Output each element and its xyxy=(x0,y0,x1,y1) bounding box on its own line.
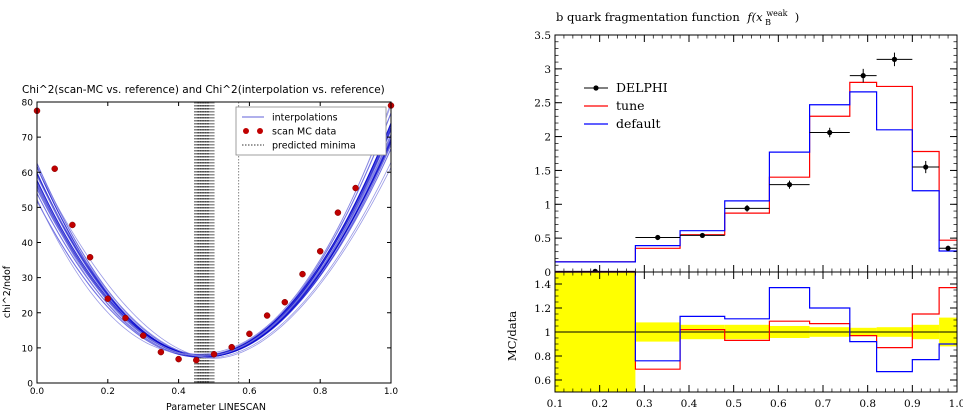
scan-mc-point xyxy=(69,221,76,229)
fragmentation-chart-title: b quark fragmentation function f(x weak … xyxy=(556,5,799,28)
legend-default-label: default xyxy=(616,116,661,131)
chi2-scan-chart: Chi^2(scan-MC vs. reference) and Chi^2(i… xyxy=(0,80,412,412)
interpolation-curve xyxy=(36,162,392,359)
ratio-x-tick-label: 1.0 xyxy=(949,398,963,410)
ratio-y-tick-label: 1.4 xyxy=(534,279,551,291)
y-tick-label: 70 xyxy=(22,134,34,144)
x-tick-label: 1.0 xyxy=(384,387,399,397)
scan-mc-point xyxy=(157,348,165,356)
main-y-tick-label: 0.5 xyxy=(534,233,551,245)
delphi-point xyxy=(923,164,929,170)
delphi-point xyxy=(786,182,793,188)
fragmentation-title-sub: B xyxy=(765,18,771,27)
legend-predicted-minima-label: predicted minima xyxy=(272,141,356,152)
scan-mc-point xyxy=(51,165,58,172)
legend-scan-mc-label: scan MC data xyxy=(272,127,336,138)
scan-mc-point xyxy=(316,248,324,255)
y-tick-label: 20 xyxy=(22,309,34,319)
fragmentation-title-math: f(x xyxy=(746,10,763,24)
main-plot: 0 0.5 1 1.5 2 2.5 3 3.5 xyxy=(534,30,958,279)
scan-mc-point xyxy=(175,355,182,363)
legend-delphi-marker xyxy=(593,85,599,91)
scan-mc-point xyxy=(86,254,94,261)
x-tick-label: 0.4 xyxy=(171,387,186,397)
ratio-x-tick-label: 0.1 xyxy=(547,398,564,410)
ratio-x-tick-label: 0.9 xyxy=(904,398,921,410)
delphi-point xyxy=(827,129,833,136)
main-y-tick-label: 0 xyxy=(544,267,551,279)
scan-mc-point xyxy=(228,343,235,351)
delphi-point xyxy=(945,245,951,251)
chi2-scan-chart-svg: Chi^2(scan-MC vs. reference) and Chi^2(i… xyxy=(2,84,399,412)
scan-mc-point xyxy=(122,314,129,322)
scan-mc-point xyxy=(263,312,271,319)
legend-scan-mc-swatch-2 xyxy=(257,128,263,134)
scan-mc-point xyxy=(210,350,218,358)
default-ratio-histogram xyxy=(555,271,957,373)
ratio-x-tick-label: 0.2 xyxy=(591,398,608,410)
y-tick-label: 10 xyxy=(22,344,34,354)
scan-mc-point xyxy=(334,209,342,216)
fragmentation-chart-svg: b quark fragmentation function f(x weak … xyxy=(505,5,963,410)
scan-mc-point xyxy=(352,184,359,192)
chi2-chart-title: Chi^2(scan-MC vs. reference) and Chi^2(i… xyxy=(22,84,385,96)
ratio-x-tick-label: 0.7 xyxy=(815,398,832,410)
fragmentation-title-tail: ) xyxy=(795,10,800,24)
scan-mc-point xyxy=(246,330,253,338)
delphi-point xyxy=(744,205,750,211)
x-tick-label: 0.6 xyxy=(242,387,257,397)
main-plot-frame xyxy=(554,34,958,273)
y-tick-label: 50 xyxy=(22,204,34,214)
ratio-y-tick-label: 1.2 xyxy=(534,303,551,315)
ratio-x-tick-label: 0.8 xyxy=(859,398,876,410)
ratio-y-tick-label: 1 xyxy=(544,327,551,339)
legend-scan-mc-swatch-1 xyxy=(243,128,249,134)
delphi-point xyxy=(860,73,866,79)
scan-mc-point xyxy=(281,298,289,306)
legend-interpolations-label: interpolations xyxy=(272,113,338,124)
default-histogram xyxy=(555,91,957,263)
y-tick-label: 40 xyxy=(22,239,34,249)
chi2-chart-ylabel: chi^2/ndof xyxy=(2,265,13,318)
ratio-x-tick-label: 0.3 xyxy=(636,398,653,410)
ratio-x-tick-label: 0.4 xyxy=(681,398,698,410)
legend-delphi-label: DELPHI xyxy=(616,80,668,95)
main-y-tick-label: 1.5 xyxy=(534,165,551,177)
x-tick-label: 0.2 xyxy=(101,387,115,397)
delphi-point xyxy=(891,56,898,62)
x-tick-label: 0.0 xyxy=(30,387,45,397)
fragmentation-title-text: b quark fragmentation function xyxy=(556,10,740,24)
chi2-chart-xlabel: Parameter LINESCAN xyxy=(166,402,266,412)
legend-tune-label: tune xyxy=(616,98,645,113)
chi2-legend: interpolations scan MC data predicted mini… xyxy=(235,106,387,156)
main-y-tick-label: 1 xyxy=(544,199,551,211)
ratio-x-tick-label: 0.6 xyxy=(770,398,787,410)
scan-mc-point xyxy=(193,356,200,364)
delphi-point xyxy=(699,232,705,239)
main-y-tick-label: 2.5 xyxy=(534,98,551,110)
scan-mc-point xyxy=(299,270,306,278)
ratio-ylabel: MC/data xyxy=(505,311,519,361)
fragmentation-legend: DELPHI tune default xyxy=(584,80,668,131)
y-tick-label: 0 xyxy=(27,380,33,390)
main-y-tick-label: 3 xyxy=(544,64,551,76)
ratio-y-tick-label: 0.6 xyxy=(534,375,551,387)
ratio-y-tick-label: 0.8 xyxy=(534,351,551,363)
ratio-plot: 0.6 0.8 1 1.2 1.4 0.1 0.2 0.3 0.4 0.5 0.6 0.7 0.8 0.9… xyxy=(534,271,963,410)
fragmentation-title-sup: weak xyxy=(766,9,787,18)
main-y-tick-label: 2 xyxy=(544,132,551,144)
y-tick-label: 80 xyxy=(22,99,34,109)
x-tick-label: 0.8 xyxy=(313,387,328,397)
delphi-point xyxy=(655,234,661,241)
y-tick-label: 30 xyxy=(22,274,34,284)
ratio-x-tick-label: 0.5 xyxy=(725,398,742,410)
fragmentation-chart: b quark fragmentation function f(x weak … xyxy=(498,0,963,412)
tune-ratio-histogram xyxy=(555,271,957,370)
scan-mc-point xyxy=(104,295,112,302)
interpolation-curve xyxy=(36,167,392,359)
y-tick-label: 60 xyxy=(22,169,34,179)
main-y-tick-label: 3.5 xyxy=(534,30,551,42)
scan-mc-point xyxy=(139,332,147,339)
